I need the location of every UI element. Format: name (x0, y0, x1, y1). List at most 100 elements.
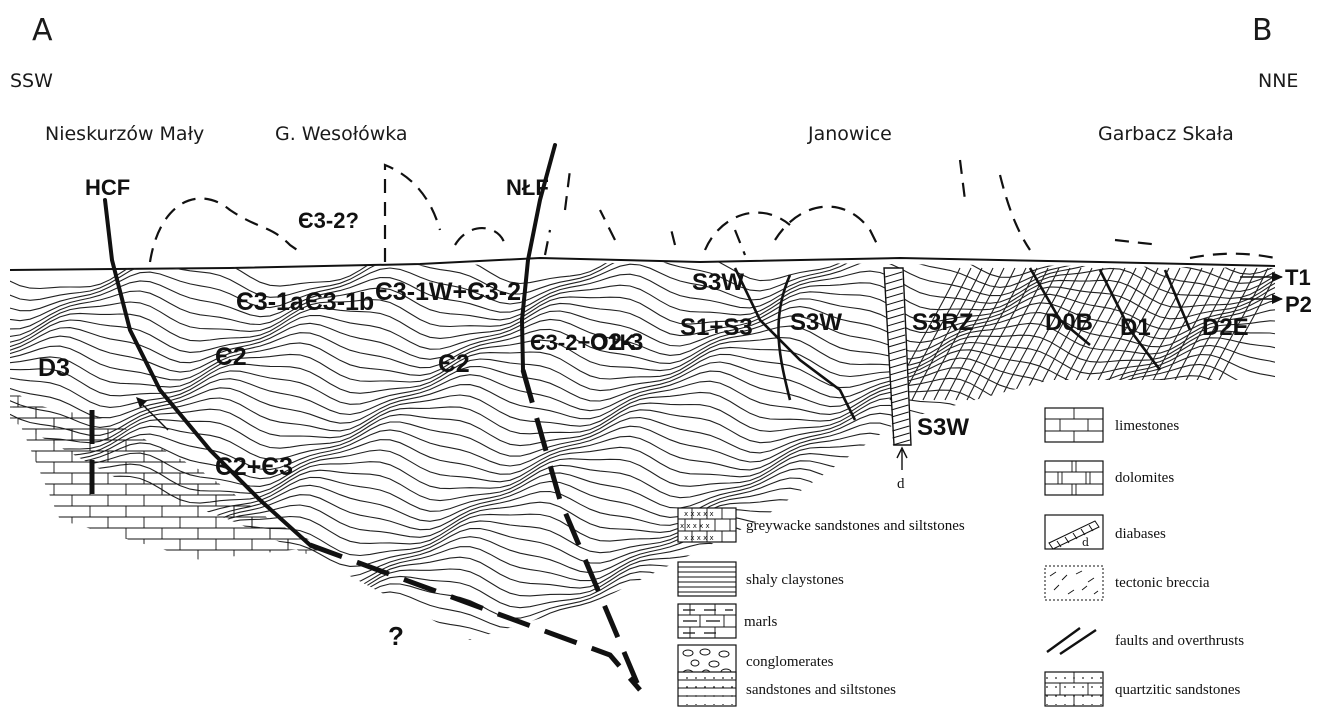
stratum-line (922, 267, 994, 401)
stratum-line (966, 267, 1038, 401)
stratum-line (955, 267, 1027, 401)
nlf-fault-line-upper (519, 143, 557, 372)
legend-item-greywacke: x x x x x x x x x x x x x x x greywacke … (677, 507, 965, 543)
label-d0b: D0B (1045, 309, 1093, 336)
internal-fault-line (1163, 269, 1192, 331)
t1-p2-arrows (1240, 272, 1283, 304)
nlf-fault-line-deep (520, 369, 643, 691)
diabase-dyke (883, 267, 912, 470)
label-e3-2q: Є3-2? (298, 208, 359, 233)
legend-item-diabases: d diabases (1044, 514, 1166, 550)
basement-limestone-lower (10, 400, 310, 560)
label-d2e: D2E (1202, 314, 1249, 341)
legend-item-breccia: tectonic breccia (1044, 565, 1210, 601)
label-e3-1a: Є3-1a (236, 288, 305, 316)
legend-item-faults: faults and overthrusts (1046, 627, 1244, 655)
legend-label-faults: faults and overthrusts (1115, 633, 1244, 649)
label-t1: T1 (1285, 265, 1311, 290)
topographic-surface (9, 256, 1276, 271)
svg-text:d: d (1082, 536, 1089, 549)
legend-right: limestones dolomites d diabases tectonic… (1044, 407, 1244, 707)
label-e2-mid: Є2 (438, 350, 470, 378)
legend-item-marls: marls (677, 603, 777, 639)
legend-label-marls: marls (744, 614, 777, 630)
label-nlf-fault: NŁF (506, 175, 549, 200)
stratum-line (911, 267, 983, 401)
stratum-line (10, 290, 1275, 344)
legend-label-diabases: diabases (1115, 526, 1166, 542)
label-e3-1w-e3-2: Є3-1W+Є3-2 (375, 278, 521, 306)
label-e2-left: Є2 (215, 343, 247, 371)
legend-label-dolomites: dolomites (1115, 470, 1174, 486)
label-d1: D1 (1120, 314, 1151, 341)
legend-label-conglomerates: conglomerates (746, 654, 834, 670)
label-d3: D3 (38, 354, 70, 382)
label-s1-s3: S1+S3 (680, 314, 753, 341)
stratum-line (1010, 267, 1082, 401)
unit-labels: D3 Є3-2? Є3-1a Є3-1b Є3-1W+Є3-2 Є2 Є2 Є2… (38, 208, 1312, 492)
label-e2-e3: Є2+Є3 (215, 453, 293, 481)
legend-label-limestones: limestones (1115, 418, 1179, 434)
label-s3rz: S3RZ (912, 309, 973, 336)
locality-nieskurzow: Nieskurzów Mały (45, 123, 204, 145)
stratum-line (10, 592, 1275, 640)
stratum-line (944, 267, 1016, 401)
stratum-line (900, 267, 972, 401)
stratum-line (10, 308, 1275, 364)
stratum-line (977, 267, 1049, 401)
svg-text:x x x x x: x x x x x (684, 534, 714, 542)
stratum-line (10, 284, 1275, 337)
legend-item-shaly: shaly claystones (677, 561, 844, 597)
label-o2-3: O2-3 (590, 329, 643, 356)
stratum-line (10, 298, 1275, 353)
stratum-line (1021, 267, 1093, 401)
legend-left: x x x x x x x x x x x x x x x greywacke … (677, 507, 965, 707)
legend-label-sandstones: sandstones and siltstones (746, 682, 896, 698)
stratum-line (10, 337, 1275, 388)
stratum-line (999, 267, 1071, 401)
stratum-line (10, 344, 1275, 397)
legend-label-quartzitic: quartzitic sandstones (1115, 682, 1241, 698)
legend-item-dolomites: dolomites (1044, 460, 1174, 496)
internal-fault-line (777, 274, 792, 401)
section-end-letter: B (1252, 13, 1273, 48)
label-s3w-low: S3W (917, 414, 969, 441)
internal-fault-line (1098, 269, 1162, 371)
label-hcf-fault: HCF (85, 175, 130, 200)
label-s3w-mid: S3W (790, 309, 842, 336)
section-start-letter: A (32, 13, 53, 48)
stratum-line (1032, 267, 1104, 401)
deep-detachment-fault (309, 542, 642, 692)
stratum-line (10, 262, 1275, 301)
projected-fold-outlines (148, 159, 1276, 263)
stratum-line (988, 267, 1060, 401)
stratum-line (10, 603, 1275, 640)
label-p2: P2 (1285, 292, 1312, 317)
legend-item-quartzitic: quartzitic sandstones (1044, 671, 1241, 707)
svg-text:x x x x x: x x x x x (680, 522, 710, 530)
direction-right-label: NNE (1258, 70, 1298, 92)
locality-janowice: Janowice (807, 123, 892, 145)
label-e3-1b: Є3-1b (305, 288, 374, 316)
direction-left-label: SSW (10, 70, 53, 92)
legend-label-shaly: shaly claystones (746, 572, 844, 588)
stratum-line (10, 330, 1275, 381)
hcf-fault-line (103, 198, 312, 547)
label-s3w-top: S3W (692, 269, 744, 296)
label-e3-2-o1k: Є3-2+O1K (530, 330, 636, 355)
svg-text:x x x x x: x x x x x (684, 510, 714, 518)
legend-label-greywacke: greywacke sandstones and siltstones (746, 518, 965, 534)
locality-wesolowka: G. Wesołówka (275, 123, 408, 145)
label-dyke-d: d (897, 476, 905, 492)
stratum-line (10, 279, 1275, 330)
internal-fault-line (1028, 267, 1091, 346)
locality-garbacz: Garbacz Skała (1098, 123, 1234, 145)
legend-item-sandstones: sandstones and siltstones (677, 671, 896, 707)
stratum-line (10, 262, 1275, 312)
stratum-line (933, 267, 1005, 401)
internal-fault-line (733, 267, 857, 421)
legend-item-limestones: limestones (1044, 407, 1179, 443)
label-unknown-extent: ? (388, 621, 404, 651)
legend-label-breccia: tectonic breccia (1115, 575, 1210, 591)
